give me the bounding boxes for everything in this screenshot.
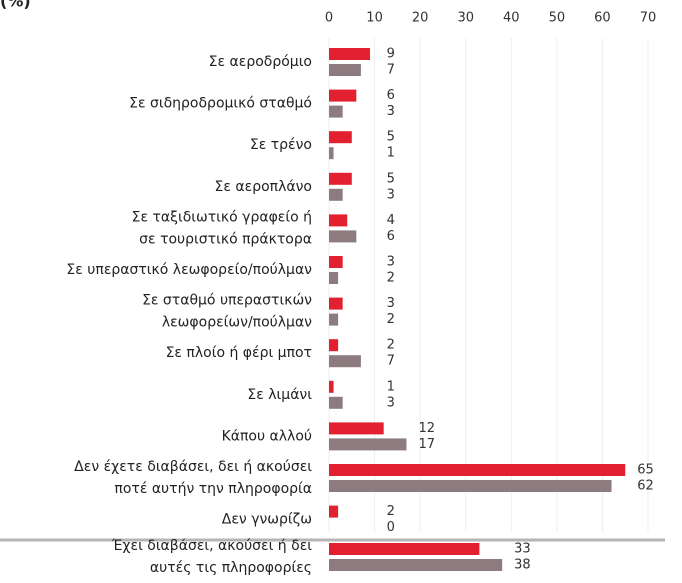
category-label: Έχει διαβάσει, ακούσει ή δει <box>111 538 312 554</box>
value-label: 2 <box>387 338 395 353</box>
value-label: 5 <box>387 171 395 186</box>
category-label: Δεν γνωρίζω <box>222 512 312 528</box>
x-tick-label: 60 <box>594 11 611 26</box>
category-label: Σε τρένο <box>250 137 312 153</box>
category-label: Σε πλοίο ή φέρι μποτ <box>166 345 312 361</box>
bar <box>329 64 361 76</box>
category-label: Σε σιδηροδρομικό σταθμό <box>129 96 312 112</box>
x-tick-label: 10 <box>366 11 383 26</box>
bar <box>329 464 626 476</box>
value-label: 2 <box>387 271 395 286</box>
x-tick-label: 40 <box>503 11 520 26</box>
category-label: αυτές τις πληροφορίες <box>150 560 312 576</box>
bar <box>329 188 343 201</box>
bar <box>329 105 343 118</box>
bar <box>329 480 612 492</box>
category-label: ποτέ αυτήν την πληροφορία <box>114 481 312 497</box>
value-label: 9 <box>387 47 395 62</box>
value-label: 1 <box>387 146 395 161</box>
category-label: Σε λιμάνι <box>247 387 312 403</box>
category-label: Κάπου αλλού <box>222 428 312 444</box>
bar <box>329 339 339 352</box>
category-label: Σε αεροπλάνο <box>215 179 312 195</box>
value-label: 17 <box>418 437 435 452</box>
bar <box>329 438 407 451</box>
x-tick-label: 0 <box>325 11 333 26</box>
value-label: 3 <box>387 395 395 410</box>
value-label: 0 <box>387 520 395 535</box>
category-label: λεωφορείων/πούλμαν <box>162 315 312 331</box>
value-label: 4 <box>387 213 395 228</box>
x-tick-label: 50 <box>549 11 566 26</box>
value-label: 2 <box>387 504 395 519</box>
value-label: 7 <box>387 63 395 78</box>
bar <box>329 297 343 310</box>
category-label: Σε σταθμό υπεραστικών <box>142 293 312 309</box>
value-label: 3 <box>387 255 395 270</box>
value-label: 7 <box>387 354 395 369</box>
bar <box>329 272 339 284</box>
value-label: 33 <box>514 542 531 557</box>
bar <box>329 172 352 185</box>
bar <box>329 214 348 227</box>
value-label: 5 <box>387 130 395 145</box>
bar <box>329 380 334 393</box>
category-label: Σε αεροδρόμιο <box>209 54 312 70</box>
category-label: Δεν έχετε διαβάσει, δει ή ακούσει <box>74 459 312 475</box>
category-label: σε τουριστικό πράκτορα <box>139 231 312 247</box>
bar <box>329 147 334 160</box>
bar <box>329 48 371 60</box>
bar <box>329 422 384 435</box>
bar <box>329 396 343 409</box>
value-label: 3 <box>387 296 395 311</box>
value-label: 12 <box>418 421 435 436</box>
bar <box>329 131 352 144</box>
value-label: 62 <box>637 479 654 494</box>
value-label: 6 <box>387 88 395 103</box>
category-label: Σε ταξιδιωτικό γραφείο ή <box>132 209 312 225</box>
value-label: 3 <box>387 104 395 119</box>
value-label: 2 <box>387 312 395 327</box>
category-label: Σε υπεραστικό λεωφορείο/πούλμαν <box>66 262 312 278</box>
value-label: 65 <box>637 463 654 478</box>
bar <box>329 89 357 102</box>
x-tick-label: 70 <box>640 11 657 26</box>
bar <box>329 559 503 571</box>
bar <box>329 230 357 243</box>
value-label: 1 <box>387 379 395 394</box>
chart-title: (%) <box>0 0 31 11</box>
bar <box>329 543 480 555</box>
value-label: 38 <box>514 558 531 573</box>
x-tick-label: 30 <box>457 11 474 26</box>
bar <box>329 256 343 268</box>
value-label: 3 <box>387 187 395 202</box>
value-label: 6 <box>387 229 395 244</box>
bar <box>329 505 339 518</box>
bar <box>329 355 361 368</box>
bar <box>329 313 339 326</box>
x-tick-label: 20 <box>412 11 429 26</box>
